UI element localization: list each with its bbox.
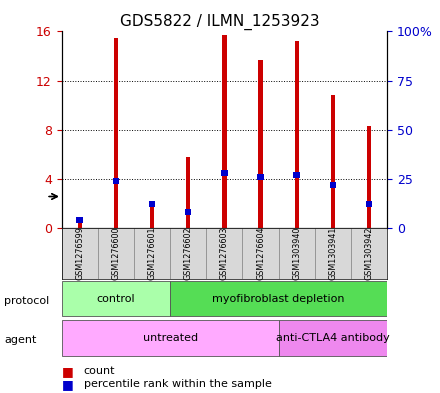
Bar bbox=[330, 182, 336, 188]
Text: GSM1276599: GSM1276599 bbox=[75, 226, 84, 281]
Bar bbox=[150, 204, 154, 228]
Bar bbox=[134, 228, 170, 279]
Bar bbox=[279, 228, 315, 279]
Text: anti-CTLA4 antibody: anti-CTLA4 antibody bbox=[276, 333, 390, 343]
Bar bbox=[186, 157, 191, 228]
Bar bbox=[113, 178, 119, 184]
Text: GSM1276601: GSM1276601 bbox=[147, 227, 157, 280]
Bar bbox=[77, 217, 83, 223]
Bar bbox=[351, 228, 387, 279]
Text: untreated: untreated bbox=[143, 333, 198, 343]
Bar bbox=[315, 228, 351, 279]
Bar bbox=[98, 228, 134, 279]
Bar bbox=[62, 320, 279, 356]
Bar bbox=[185, 209, 191, 215]
Bar bbox=[366, 201, 372, 208]
Bar bbox=[62, 228, 98, 279]
Bar bbox=[258, 60, 263, 228]
Bar bbox=[206, 228, 242, 279]
Bar bbox=[331, 95, 335, 228]
Text: GSM1303940: GSM1303940 bbox=[292, 227, 301, 280]
Bar bbox=[62, 281, 170, 316]
Bar bbox=[279, 320, 387, 356]
Text: ■: ■ bbox=[62, 378, 73, 391]
Text: GSM1303941: GSM1303941 bbox=[328, 227, 337, 280]
Bar bbox=[77, 218, 82, 228]
Bar bbox=[295, 41, 299, 228]
Text: GSM1276603: GSM1276603 bbox=[220, 227, 229, 280]
Text: GSM1276602: GSM1276602 bbox=[184, 227, 193, 280]
Text: myofibroblast depletion: myofibroblast depletion bbox=[213, 294, 345, 304]
Bar bbox=[114, 38, 118, 228]
Bar bbox=[367, 126, 371, 228]
Text: GDS5822 / ILMN_1253923: GDS5822 / ILMN_1253923 bbox=[120, 14, 320, 30]
Text: GSM1276600: GSM1276600 bbox=[111, 227, 121, 280]
Bar bbox=[257, 174, 264, 180]
Text: percentile rank within the sample: percentile rank within the sample bbox=[84, 379, 271, 389]
Text: control: control bbox=[96, 294, 135, 304]
Text: count: count bbox=[84, 366, 115, 376]
Bar bbox=[221, 170, 227, 176]
Bar bbox=[149, 201, 155, 208]
Bar bbox=[170, 281, 387, 316]
Text: GSM1303942: GSM1303942 bbox=[365, 227, 374, 280]
Text: protocol: protocol bbox=[4, 296, 50, 306]
Bar bbox=[170, 228, 206, 279]
Text: GSM1276604: GSM1276604 bbox=[256, 227, 265, 280]
Text: agent: agent bbox=[4, 335, 37, 345]
Bar bbox=[222, 35, 227, 228]
Bar bbox=[242, 228, 279, 279]
Text: ■: ■ bbox=[62, 365, 73, 378]
Bar bbox=[293, 172, 300, 178]
